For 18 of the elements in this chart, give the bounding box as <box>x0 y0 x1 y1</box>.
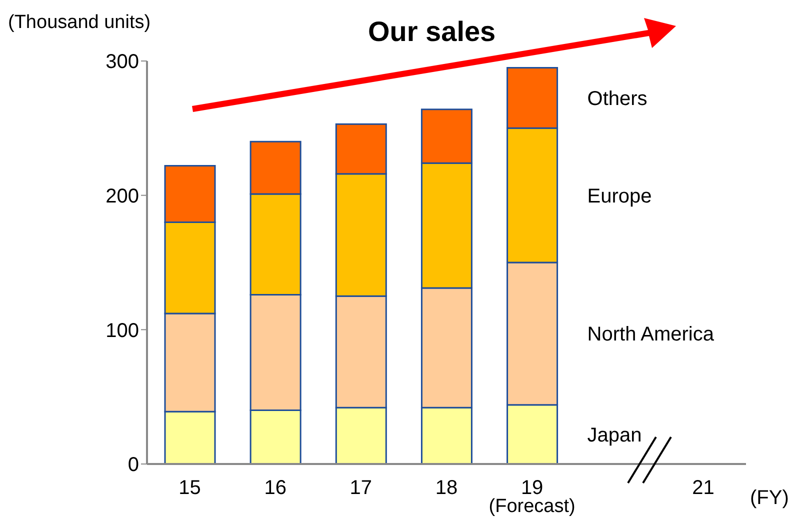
y-tick-label: 100 <box>106 320 139 342</box>
x-tick-label: 16 <box>264 477 286 499</box>
x-tick-label: 18 <box>435 477 458 499</box>
x-tick-label: 15 <box>178 477 201 499</box>
y-axis-title: (Thousand units) <box>8 12 151 34</box>
y-tick-label: 200 <box>106 185 139 208</box>
series-label: Japan <box>587 424 642 446</box>
x-tick-label: 19 <box>520 477 544 499</box>
x-tick-label: 17 <box>350 477 372 499</box>
series-label: Others <box>587 88 648 110</box>
text: (Forecast) <box>488 496 576 518</box>
y-tick-label: 0 <box>128 454 139 476</box>
series-label: Europe <box>587 185 652 208</box>
y-tick-label: 300 <box>106 51 139 74</box>
chart-title: Our sales <box>368 16 496 48</box>
series-label: North America <box>587 324 715 346</box>
x-tick-label: 21 <box>692 477 714 499</box>
x-axis-title: (FY) <box>750 487 789 510</box>
